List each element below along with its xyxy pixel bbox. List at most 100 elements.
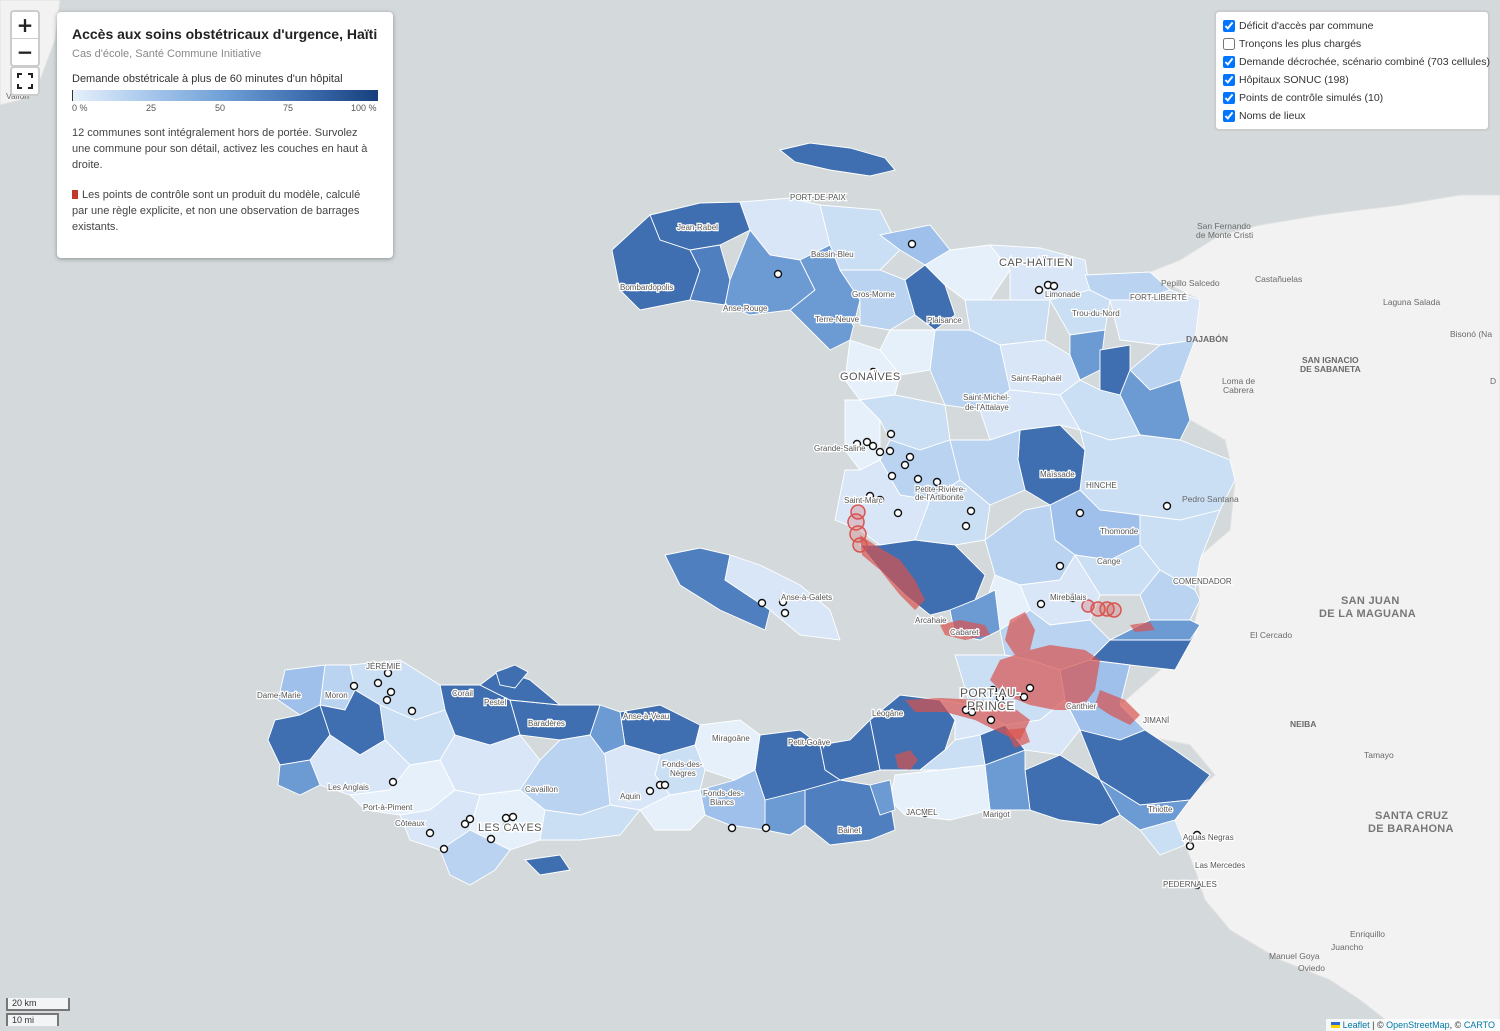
layer-checkbox-hopitaux[interactable] xyxy=(1223,74,1235,86)
hospital-marker xyxy=(1025,683,1035,693)
place-label: Bisonó (Na xyxy=(1450,329,1492,339)
place-label: Nègres xyxy=(670,769,696,778)
layer-checkbox-demande[interactable] xyxy=(1223,56,1235,68)
commune-layer[interactable] xyxy=(267,142,1236,886)
demand-cluster-thomazeau xyxy=(1130,622,1155,632)
hospital-marker xyxy=(425,828,435,838)
place-label: Laguna Salada xyxy=(1383,297,1440,307)
place-label: LES CAYES xyxy=(478,822,542,834)
place-label: Mirebalais xyxy=(1050,593,1086,602)
osm-link[interactable]: OpenStreetMap xyxy=(1386,1020,1450,1030)
hospital-marker xyxy=(905,452,915,462)
attribution-sep: | © xyxy=(1369,1020,1387,1030)
hospital-marker xyxy=(660,780,670,790)
carto-link[interactable]: CARTO xyxy=(1463,1020,1495,1030)
hospital-marker xyxy=(875,447,885,457)
place-label: Fonds-des- xyxy=(703,789,744,798)
fullscreen-button[interactable] xyxy=(10,66,40,96)
place-label: Baradères xyxy=(528,719,565,728)
hospital-marker xyxy=(439,844,449,854)
hospital-marker xyxy=(1192,880,1202,890)
panel-note-text: Les points de contrôle sont un produit d… xyxy=(72,189,361,233)
layer-item[interactable]: Hôpitaux SONUC (198) xyxy=(1222,71,1482,89)
hospital-marker xyxy=(778,597,788,607)
place-label: Cavaillon xyxy=(525,785,558,794)
place-label: Anse-à-Galets xyxy=(781,593,832,602)
layer-checkbox-troncons[interactable] xyxy=(1223,38,1235,50)
place-label: Loma de xyxy=(1222,376,1255,386)
layer-checkbox-controle[interactable] xyxy=(1223,92,1235,104)
place-label: FORT-LIBERTÉ xyxy=(1130,293,1187,302)
place-label: Enriquillo xyxy=(1350,929,1385,939)
zoom-out-button[interactable]: − xyxy=(16,40,34,64)
demand-cluster-leogane-s xyxy=(895,750,918,770)
commune-limonade xyxy=(1049,289,1111,336)
place-label: Pepillo Salcedo xyxy=(1161,278,1220,288)
hospital-layer[interactable] xyxy=(349,239,1202,890)
place-label: DAJABÓN xyxy=(1186,333,1228,344)
hospital-marker xyxy=(382,695,392,705)
place-label: Miragoâne xyxy=(712,734,750,743)
layer-item[interactable]: Demande décrochée, scénario combiné (703… xyxy=(1222,53,1490,71)
hospital-marker xyxy=(887,471,897,481)
place-label: HINCHE xyxy=(1086,481,1117,490)
place-label: de-l'Attalaye xyxy=(965,403,1009,412)
hospital-marker xyxy=(932,477,942,487)
place-label: Manuel Goya xyxy=(1269,951,1320,961)
commune-tortue xyxy=(778,142,896,177)
checkpoint-layer xyxy=(847,504,1122,618)
place-label: D xyxy=(1490,376,1496,386)
scale-mi: 10 mi xyxy=(6,1013,59,1026)
place-label: Côteaux xyxy=(395,819,425,828)
legend-tick: 0 % xyxy=(72,103,88,113)
place-label: Pestel xyxy=(484,698,506,707)
hospital-marker xyxy=(988,685,998,695)
place-label: Terre-Neuve xyxy=(815,315,860,324)
scale-km: 20 km xyxy=(6,998,70,1011)
hospital-marker xyxy=(780,608,790,618)
layer-item[interactable]: Points de contrôle simulés (10) xyxy=(1222,89,1482,107)
hospital-marker xyxy=(865,491,875,501)
layer-item[interactable]: Noms de lieux xyxy=(1222,107,1482,125)
hospital-marker xyxy=(852,439,862,449)
layer-item[interactable]: Déficit d'accès par commune xyxy=(1222,17,1482,35)
place-label: Saint-Michel- xyxy=(963,393,1010,402)
leaflet-link[interactable]: Leaflet xyxy=(1342,1020,1370,1030)
hospital-marker xyxy=(885,446,895,456)
hospital-marker xyxy=(727,823,737,833)
layer-checkbox-deficit[interactable] xyxy=(1223,20,1235,32)
hospital-marker xyxy=(349,681,359,691)
zoom-in-button[interactable]: + xyxy=(12,12,38,39)
legend-color-bar xyxy=(72,90,378,101)
checkpoint-marker xyxy=(852,537,868,553)
place-label: Pedro Santana xyxy=(1182,494,1239,504)
commune-saint-louis-sud xyxy=(539,804,641,841)
place-label: de-l'Artibonite xyxy=(915,493,964,502)
layer-item[interactable]: Tronçons les plus chargés xyxy=(1222,35,1482,53)
checkpoint-marker xyxy=(1106,602,1122,618)
place-label: GONAÏVES xyxy=(840,371,901,383)
place-label: Petit-Goâve xyxy=(788,738,831,747)
hospital-marker xyxy=(1034,285,1044,295)
fullscreen-icon xyxy=(17,73,33,89)
place-label: Gros-Morne xyxy=(852,290,895,299)
place-label: Castañuelas xyxy=(1255,274,1302,284)
layer-checkbox-noms[interactable] xyxy=(1223,110,1235,122)
hospital-marker xyxy=(862,437,872,447)
commune-grand-gosier xyxy=(1024,754,1121,826)
layer-label: Déficit d'accès par commune xyxy=(1239,20,1374,32)
place-label: DE LA MAGUANA xyxy=(1319,608,1416,620)
place-label: San Fernando xyxy=(1197,221,1251,231)
layer-label: Hôpitaux SONUC (198) xyxy=(1239,74,1349,86)
panel-subtitle: Cas d'école, Santé Commune Initiative xyxy=(72,48,262,60)
hospital-marker xyxy=(1185,841,1195,851)
hospital-marker xyxy=(373,678,383,688)
place-label: CAP-HAÏTIEN xyxy=(999,257,1073,269)
commune-ile-a-vache xyxy=(524,854,571,876)
commune-tiburon xyxy=(277,759,321,796)
commune-bainet xyxy=(804,779,896,846)
leaflet-flag-icon xyxy=(1330,1022,1340,1028)
hospital-marker xyxy=(460,819,470,829)
hospital-marker xyxy=(1075,508,1085,518)
